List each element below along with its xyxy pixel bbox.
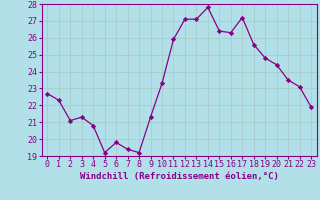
X-axis label: Windchill (Refroidissement éolien,°C): Windchill (Refroidissement éolien,°C)	[80, 172, 279, 181]
